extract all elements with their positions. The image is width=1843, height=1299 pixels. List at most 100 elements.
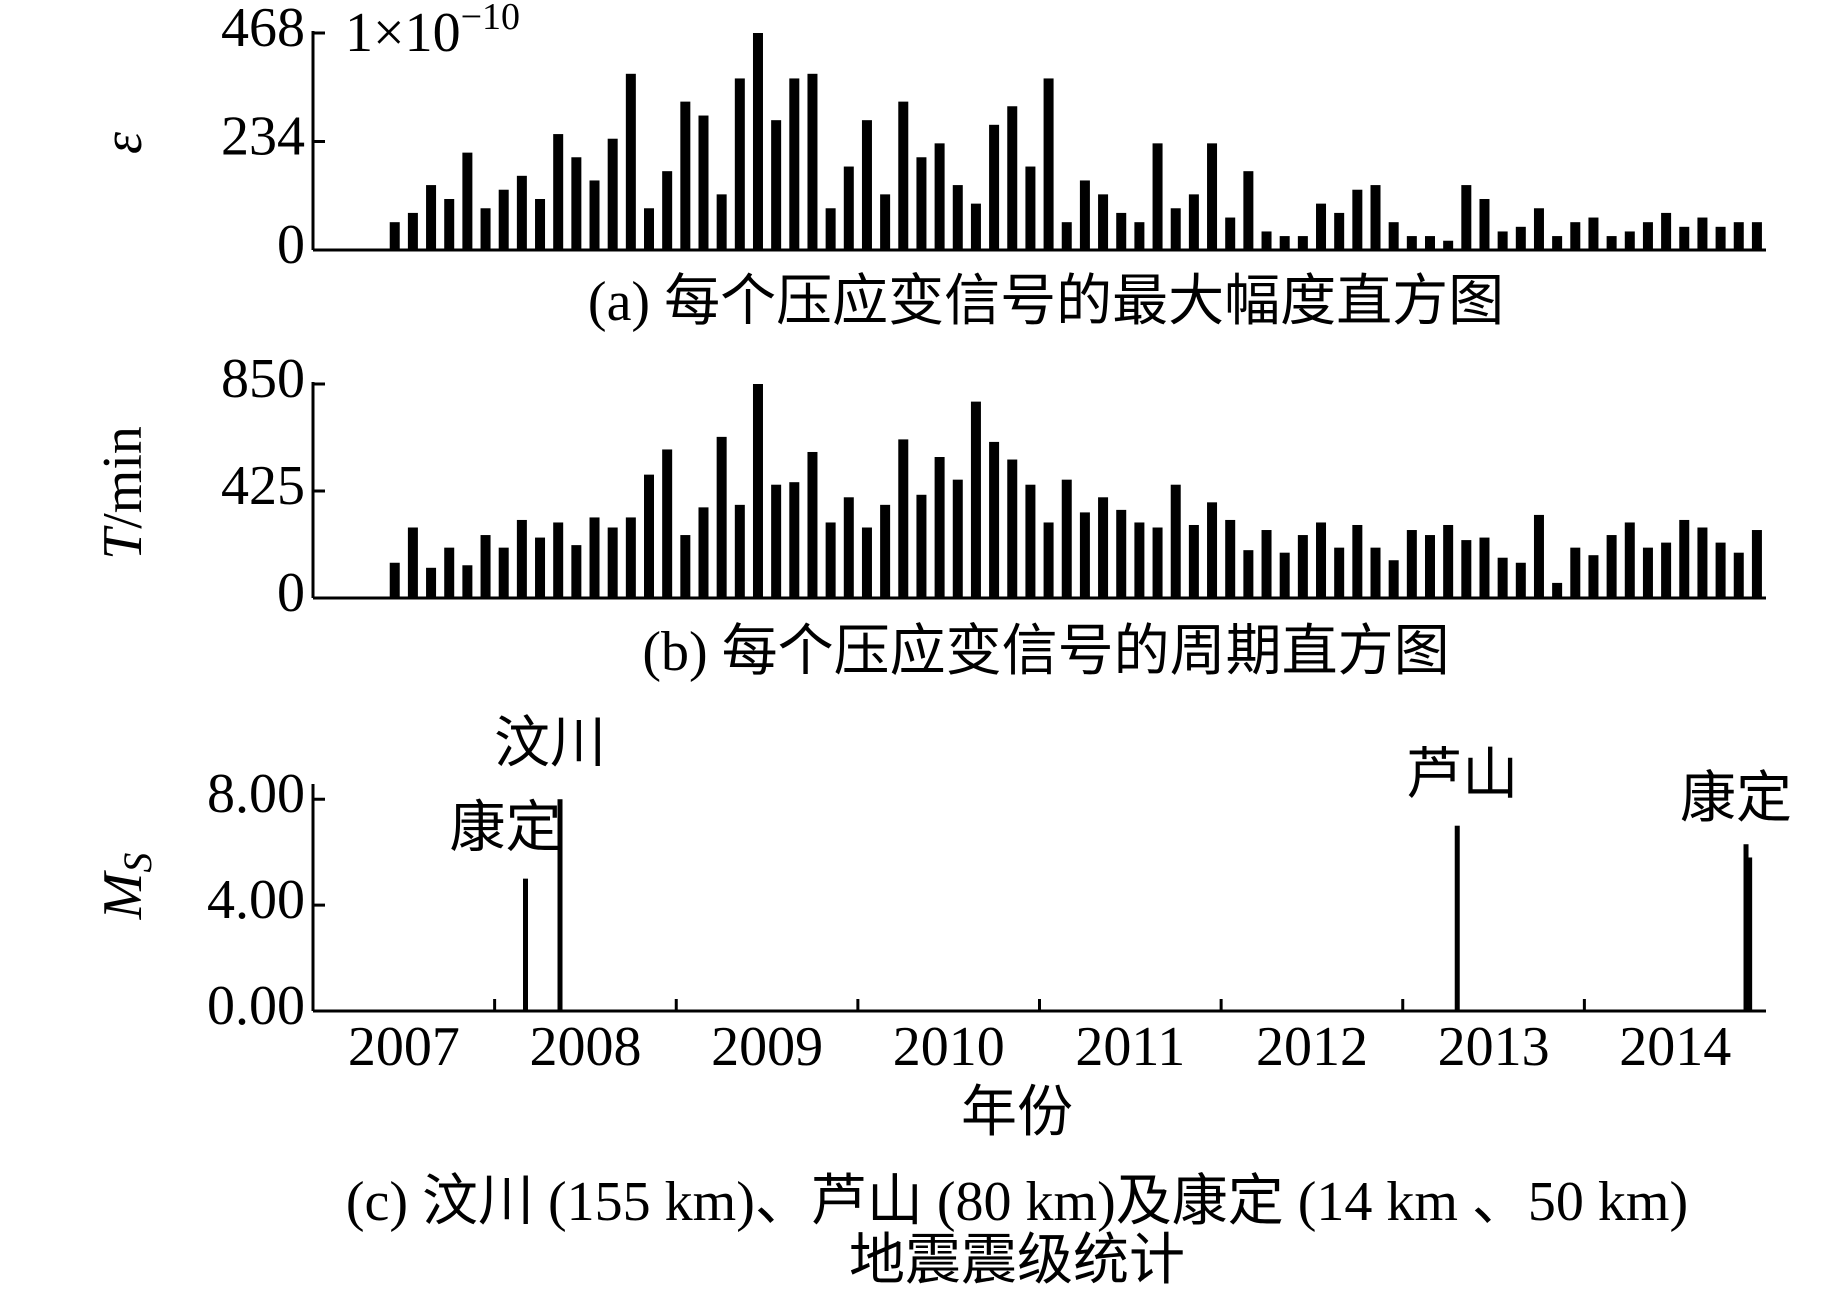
bar	[1098, 194, 1109, 250]
bar	[1679, 226, 1690, 250]
bar	[462, 152, 473, 250]
bar	[1152, 527, 1163, 598]
bar	[843, 497, 854, 598]
bar	[1188, 194, 1199, 250]
caption: (c) 汶川 (155 km)、芦山 (80 km)及康定 (14 km 、50…	[346, 1171, 1688, 1233]
bar	[1334, 547, 1345, 598]
bar	[571, 157, 582, 250]
bar	[1533, 208, 1544, 250]
bar	[1751, 222, 1762, 250]
bar	[916, 494, 927, 598]
bar	[407, 527, 418, 598]
bar	[734, 78, 745, 250]
bar	[1624, 522, 1635, 598]
bar	[916, 157, 927, 250]
bar	[952, 185, 963, 250]
bar	[1588, 217, 1599, 250]
bar	[1007, 459, 1018, 598]
bar	[1261, 530, 1272, 598]
bar	[662, 171, 673, 250]
bar	[1552, 582, 1563, 598]
bar	[1352, 524, 1363, 598]
bar	[1388, 560, 1399, 598]
bar	[1079, 512, 1090, 598]
bar	[480, 208, 491, 250]
bar	[1406, 530, 1417, 598]
bar	[607, 527, 618, 598]
bar	[970, 203, 981, 250]
bar	[389, 562, 400, 598]
bar	[1297, 535, 1308, 598]
bar	[1370, 185, 1381, 250]
bar	[1733, 552, 1744, 598]
caption: (b) 每个压应变信号的周期直方图	[642, 621, 1449, 683]
bar	[789, 482, 800, 598]
bar	[1007, 106, 1018, 250]
bar	[462, 565, 473, 598]
bar	[1261, 231, 1272, 250]
y-tick-label: 0	[277, 214, 305, 276]
bar	[1316, 522, 1327, 598]
bar	[1370, 547, 1381, 598]
y-tick-label: 8.00	[207, 763, 305, 825]
bar	[1454, 825, 1460, 1011]
bar	[680, 535, 691, 598]
bar	[843, 166, 854, 250]
bar	[807, 73, 818, 250]
bar	[698, 115, 709, 251]
bar	[1406, 236, 1417, 250]
bar	[1116, 212, 1127, 250]
bar	[1515, 562, 1526, 598]
bar	[698, 507, 709, 598]
bar	[1297, 236, 1308, 250]
y-axis-label: T/min	[92, 426, 154, 560]
bar	[898, 101, 909, 250]
bar	[1207, 143, 1218, 250]
bar	[1733, 222, 1744, 250]
bar	[1025, 166, 1036, 250]
x-tick-label: 2011	[1075, 1016, 1185, 1078]
bar	[1479, 198, 1490, 250]
bar	[752, 384, 763, 598]
y-label-var: M	[92, 869, 154, 920]
bar	[934, 143, 945, 250]
bar	[1570, 222, 1581, 250]
bar	[1747, 857, 1753, 1011]
bar	[535, 198, 546, 250]
bar	[1715, 226, 1726, 250]
bar	[389, 222, 400, 250]
bar	[1461, 185, 1472, 250]
bar	[989, 441, 1000, 598]
bar	[625, 73, 636, 250]
bar	[1243, 550, 1254, 598]
caption-line2: 地震震级统计	[849, 1230, 1185, 1292]
bar	[1743, 844, 1749, 1011]
bar	[716, 436, 727, 598]
bar	[1170, 484, 1181, 598]
bar	[1170, 208, 1181, 250]
bar	[734, 504, 745, 598]
bar	[1188, 524, 1199, 598]
bar	[1079, 180, 1090, 250]
bar	[1679, 519, 1690, 598]
bar	[1334, 212, 1345, 250]
bar	[1588, 555, 1599, 598]
bar	[1570, 547, 1581, 598]
bar	[1025, 484, 1036, 598]
bar	[771, 484, 782, 598]
x-tick-label: 2012	[1256, 1016, 1368, 1078]
event-label: 康定	[1680, 768, 1792, 830]
bar	[952, 479, 963, 598]
bar	[1552, 236, 1563, 250]
bar	[553, 134, 564, 250]
bar	[789, 78, 800, 250]
bar	[1479, 537, 1490, 598]
bar	[1279, 552, 1290, 598]
bar	[1443, 240, 1454, 250]
bar	[535, 537, 546, 598]
y-tick-label: 850	[221, 348, 305, 410]
bar	[880, 504, 891, 598]
bar	[589, 517, 600, 598]
event-label: 康定	[450, 797, 562, 859]
bar	[1134, 522, 1145, 598]
